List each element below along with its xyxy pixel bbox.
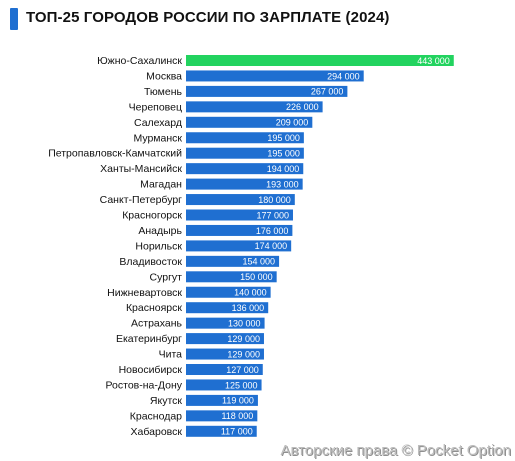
bar — [186, 286, 271, 298]
bar-value-label: 176 000 — [256, 226, 289, 236]
bar — [186, 85, 348, 97]
category-label: Якутск — [150, 395, 182, 407]
bar-value-label: 119 000 — [222, 396, 254, 406]
bar — [186, 163, 304, 175]
bar — [186, 147, 304, 159]
bar — [186, 410, 258, 422]
category-label: Красноярск — [126, 302, 182, 314]
category-label: Магадан — [140, 179, 182, 191]
category-label: Череповец — [129, 101, 182, 113]
category-label: Салехард — [134, 117, 182, 129]
bar — [186, 132, 304, 144]
bar-value-label: 129 000 — [227, 349, 260, 359]
bar-value-label: 177 000 — [256, 210, 289, 220]
bar-value-label: 443 000 — [417, 56, 450, 66]
category-label: Новосибирск — [119, 364, 183, 376]
category-label: Ханты-Мансийск — [100, 163, 182, 175]
bar — [186, 348, 264, 360]
category-label: Владивосток — [119, 256, 182, 268]
bar-value-label: 193 000 — [266, 179, 299, 189]
category-label: Тюмень — [144, 86, 183, 98]
bar — [186, 317, 265, 329]
category-label: Мурманск — [133, 132, 182, 144]
category-label: Екатеринбург — [116, 333, 182, 345]
category-label: Красногорск — [122, 210, 182, 222]
bar-value-label: 209 000 — [276, 118, 309, 128]
category-label: Хабаровск — [131, 426, 183, 438]
bar-value-label: 118 000 — [221, 411, 253, 421]
bar-value-label: 174 000 — [255, 241, 288, 251]
bar-value-label: 130 000 — [228, 318, 261, 328]
category-label: Москва — [146, 70, 182, 82]
bar-value-label: 154 000 — [243, 257, 276, 267]
bar — [186, 271, 277, 283]
bar — [186, 101, 323, 113]
bar — [186, 224, 293, 236]
bar-value-label: 195 000 — [267, 149, 300, 159]
bar — [186, 364, 263, 375]
bar-value-label: 136 000 — [232, 303, 265, 313]
bar-value-label: 226 000 — [286, 102, 319, 112]
highlight-bar — [186, 55, 454, 66]
bar-value-label: 125 000 — [225, 380, 258, 390]
bar-value-label: 294 000 — [327, 71, 360, 81]
chart-title: ТОП-25 ГОРОДОВ РОССИИ ПО ЗАРПЛАТЕ (2024) — [26, 9, 390, 26]
category-label: Нижневартовск — [107, 287, 182, 299]
bar-value-label: 129 000 — [227, 334, 260, 344]
bar — [186, 255, 280, 267]
category-label: Анадырь — [138, 225, 182, 237]
bar-value-label: 195 000 — [267, 133, 300, 143]
bar-value-label: 150 000 — [240, 272, 273, 282]
bar-value-label: 180 000 — [258, 195, 291, 205]
bar — [186, 379, 262, 391]
category-label: Сургут — [150, 271, 183, 283]
bar-value-label: 140 000 — [234, 288, 267, 298]
category-label: Ростов-на-Дону — [106, 379, 183, 391]
category-label: Южно-Сахалинск — [97, 55, 182, 67]
bar-value-label: 267 000 — [311, 87, 344, 97]
category-label: Краснодар — [130, 410, 182, 422]
bar — [186, 70, 364, 82]
category-label: Санкт-Петербург — [100, 194, 183, 206]
title-accent-bar — [10, 8, 18, 30]
bar — [186, 209, 293, 221]
bar — [186, 333, 264, 345]
bar — [186, 178, 303, 190]
category-label: Петропавловск-Камчатский — [48, 148, 182, 160]
bar — [186, 194, 295, 206]
bar-value-label: 194 000 — [267, 164, 300, 174]
bar — [186, 425, 257, 437]
bar — [186, 116, 313, 128]
watermark: Авторские права © Pocket Option — [280, 442, 511, 459]
bar — [186, 302, 269, 314]
bar — [186, 240, 292, 252]
bar-value-label: 117 000 — [221, 427, 253, 437]
category-label: Чита — [159, 349, 183, 361]
category-label: Норильск — [135, 240, 182, 252]
bar-value-label: 127 000 — [226, 365, 259, 375]
bar — [186, 394, 258, 406]
category-label: Астрахань — [131, 318, 183, 330]
